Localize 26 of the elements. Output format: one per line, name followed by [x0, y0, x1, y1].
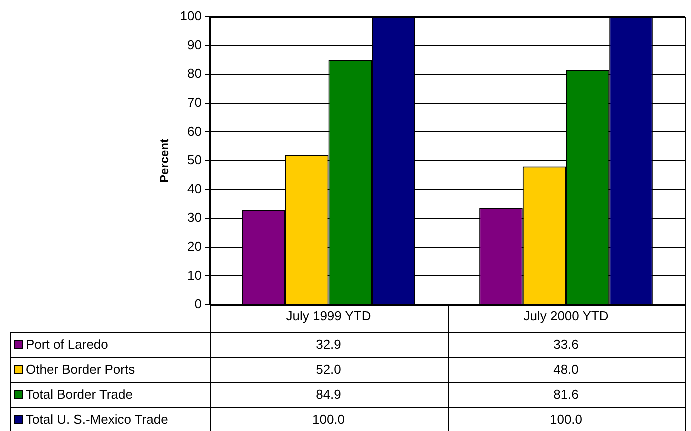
legend-label: Total Border Trade	[26, 387, 133, 402]
y-tick-label: 10	[188, 268, 202, 283]
data-label: 100.0	[550, 412, 583, 428]
y-tick-label: 50	[188, 152, 202, 168]
y-tick-label: 30	[188, 210, 202, 226]
y-tick-label: 90	[188, 37, 202, 52]
y-tick-label: 40	[188, 181, 202, 196]
legend-label: Total U. S.-Mexico Trade	[26, 412, 168, 428]
y-tick-label: 70	[188, 94, 202, 110]
y-tick-label: 80	[188, 66, 202, 82]
data-label: 81.6	[554, 387, 579, 402]
data-label: 48.0	[554, 362, 579, 378]
data-label: 52.0	[316, 362, 342, 378]
data-label: 32.9	[316, 337, 342, 352]
x-tick-label: July 1999 YTD	[286, 308, 372, 324]
data-label: 100.0	[312, 412, 346, 428]
y-tick-label: 100	[180, 8, 202, 24]
y-axis-title: Percent	[157, 138, 172, 184]
y-tick-label: 60	[188, 124, 202, 139]
x-tick-label: July 2000 YTD	[524, 308, 609, 324]
legend-label: Port of Laredo	[26, 337, 108, 352]
y-tick-label: 0	[194, 296, 202, 312]
data-label: 33.6	[554, 337, 579, 352]
legend-label: Other Border Ports	[26, 362, 136, 378]
y-tick-label: 20	[188, 238, 202, 254]
data-label: 84.9	[316, 387, 342, 402]
